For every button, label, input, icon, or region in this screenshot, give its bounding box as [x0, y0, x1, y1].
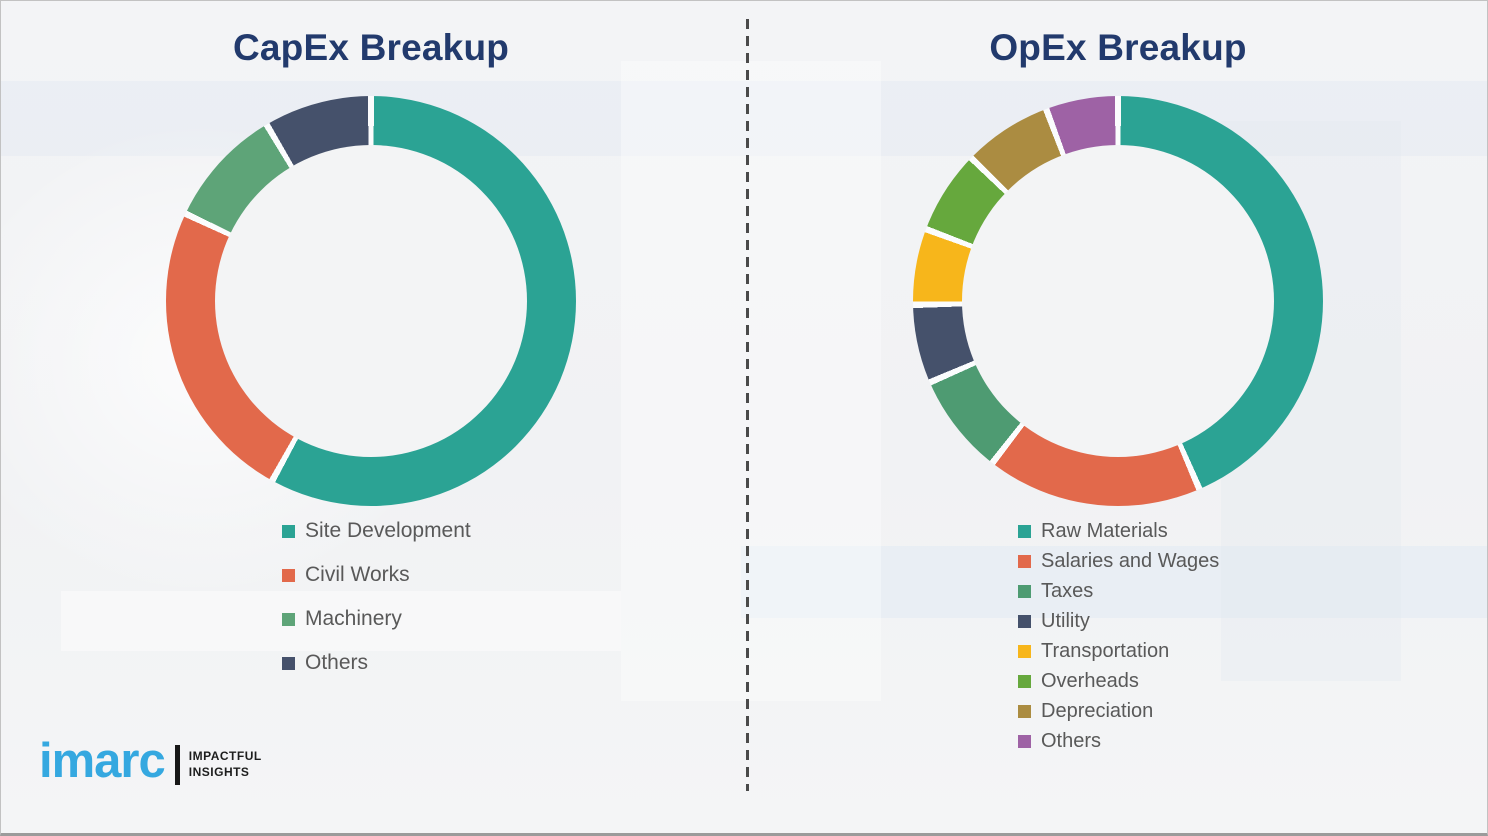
legend-swatch: [1018, 734, 1031, 748]
legend-item: Transportation: [1018, 639, 1219, 663]
imarc-logo-divider-bar: [174, 744, 180, 785]
imarc-logo-wordmark: imarc: [39, 734, 166, 788]
legend-label: Machinery: [305, 607, 402, 630]
legend-swatch: [1018, 524, 1031, 538]
legend-item: Taxes: [1018, 579, 1219, 603]
legend-swatch: [282, 656, 295, 670]
opex-donut-chart: [913, 96, 1323, 506]
opex-donut-hole: [962, 145, 1274, 457]
legend-swatch: [282, 568, 295, 582]
legend-label: Depreciation: [1041, 699, 1154, 722]
capex-legend: Site Development Civil Works Machinery Othe…: [282, 519, 471, 695]
legend-item: Others: [1018, 729, 1219, 753]
background-texture: [621, 61, 881, 701]
opex-legend: Raw Materials Salaries and Wages Taxes Util…: [1018, 519, 1219, 759]
legend-swatch: [1018, 614, 1031, 628]
legend-item: Others: [282, 651, 471, 675]
legend-label: Utility: [1041, 609, 1090, 632]
imarc-logo-tagline-line1: IMPACTFUL: [188, 748, 262, 763]
legend-item: Overheads: [1018, 669, 1219, 693]
background-texture: [1, 81, 1487, 156]
legend-swatch: [1018, 554, 1031, 568]
imarc-logo: imarc IMPACTFUL INSIGHTS: [39, 737, 262, 786]
legend-label: Others: [1041, 729, 1102, 752]
capex-chart-title: CapEx Breakup: [232, 27, 510, 68]
legend-label: Taxes: [1041, 579, 1094, 602]
legend-label: Site Development: [305, 519, 471, 542]
legend-item: Utility: [1018, 609, 1219, 633]
legend-label: Raw Materials: [1041, 519, 1168, 542]
legend-swatch: [1018, 674, 1031, 688]
legend-item: Depreciation: [1018, 699, 1219, 723]
imarc-logo-tagline-line2: INSIGHTS: [188, 764, 250, 779]
legend-label: Others: [305, 651, 369, 674]
capex-donut-chart: [166, 96, 576, 506]
legend-item: Site Development: [282, 519, 471, 543]
legend-swatch: [1018, 584, 1031, 598]
opex-chart-title: OpEx Breakup: [989, 27, 1247, 68]
legend-swatch: [282, 524, 295, 538]
legend-swatch: [1018, 704, 1031, 718]
legend-item: Civil Works: [282, 563, 471, 587]
legend-label: Civil Works: [305, 563, 410, 586]
legend-label: Overheads: [1041, 669, 1139, 692]
vertical-dashed-divider: [746, 19, 749, 791]
legend-swatch: [282, 612, 295, 626]
legend-swatch: [1018, 644, 1031, 658]
imarc-logo-tagline: IMPACTFUL INSIGHTS: [189, 749, 262, 780]
legend-item: Machinery: [282, 607, 471, 631]
legend-item: Salaries and Wages: [1018, 549, 1219, 573]
capex-donut-hole: [215, 145, 527, 457]
legend-label: Salaries and Wages: [1041, 549, 1220, 572]
legend-item: Raw Materials: [1018, 519, 1219, 543]
legend-label: Transportation: [1041, 639, 1170, 662]
